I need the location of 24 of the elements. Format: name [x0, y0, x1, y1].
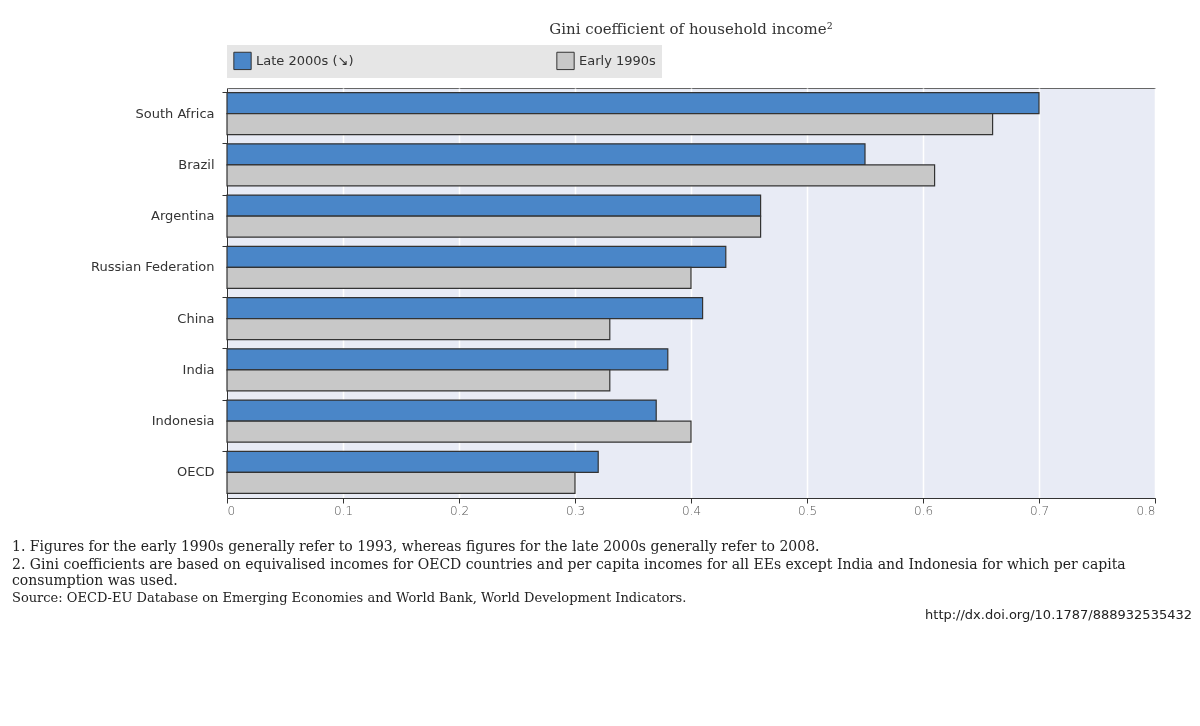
y-tick-label: Russian Federation [91, 259, 215, 275]
x-tick-label: 0.5 [797, 503, 818, 518]
x-tick-label: 0.2 [449, 503, 470, 518]
x-tick-label: 0 [227, 503, 236, 518]
chart-title: Gini coefficient of household income² [549, 20, 833, 38]
x-tick-label: 0.1 [333, 503, 354, 518]
text: 2. Gini coefficients are based on equivalised incomes for OECD countries and per capita incomes for all EEs except India and Indonesia for which per capita consumption was used. [12, 556, 1127, 588]
legend-label: Early 1990s [579, 52, 657, 68]
y-tick-label: India [182, 361, 215, 377]
x-tick-label: 0.4 [681, 503, 702, 518]
text: http://dx.doi.org/10.1787/888932535432 [924, 607, 1192, 622]
x-tick-label: 0.6 [913, 503, 934, 518]
y-tick-label: Brazil [178, 156, 215, 172]
y-tick-label: Argentina [151, 208, 215, 224]
legend-label: Late 2000s (↘) [256, 52, 354, 68]
y-tick-label: South Africa [135, 105, 215, 121]
x-tick-label: 0.3 [565, 503, 586, 518]
y-tick-label: China [177, 310, 215, 326]
y-tick-label: OECD [176, 464, 215, 480]
text: 1. Figures for the early 1990s generally refer to 1993, whereas figures for the late 2000s generally refer to 2008. [12, 538, 821, 554]
x-tick-label: 0.8 [1136, 503, 1156, 518]
x-tick-label: 0.7 [1029, 503, 1050, 518]
source-note: Source: OECD-EU Database on Emerging Economies and World Bank, World Development Indicators. [12, 590, 688, 605]
y-tick-label: Indonesia [151, 413, 215, 429]
